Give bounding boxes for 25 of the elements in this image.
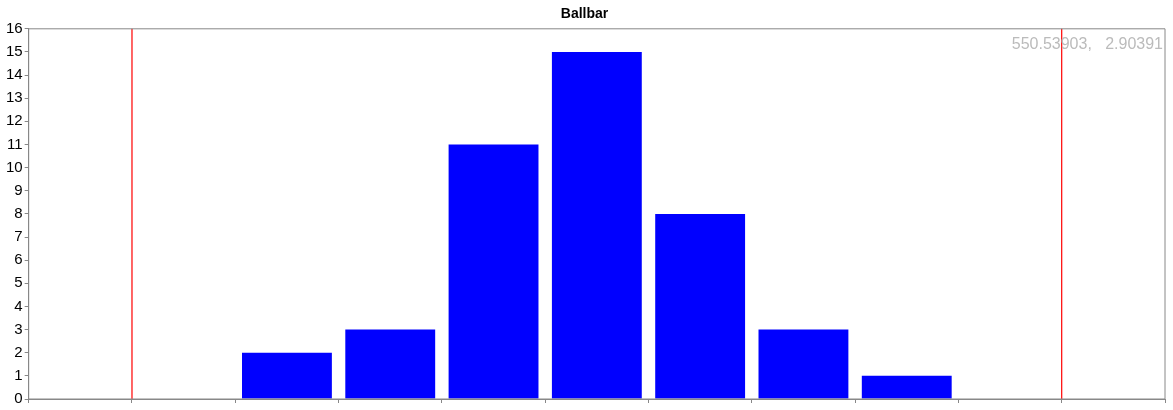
y-tick-label: 15 xyxy=(6,42,23,60)
y-tick-label: 11 xyxy=(7,134,23,152)
y-tick-label: 12 xyxy=(6,111,23,129)
bar xyxy=(242,352,332,399)
y-tick-label: 0 xyxy=(14,389,23,407)
y-tick-label: 14 xyxy=(6,65,23,83)
y-tick-label: 10 xyxy=(6,157,23,175)
y-tick-label: 6 xyxy=(14,250,23,268)
bar xyxy=(345,329,436,399)
bar xyxy=(655,213,746,399)
bar xyxy=(861,375,952,399)
chart-title: Ballbar xyxy=(560,5,609,22)
y-tick-label: 2 xyxy=(14,342,23,360)
y-tick-label: 1 xyxy=(14,366,23,383)
bar xyxy=(758,329,849,399)
y-tick-label: 13 xyxy=(6,88,23,106)
y-tick-label: 4 xyxy=(14,296,23,314)
y-tick-label: 16 xyxy=(6,18,23,36)
y-tick-label: 5 xyxy=(14,273,23,291)
bar xyxy=(448,144,539,399)
y-tick-label: 9 xyxy=(14,180,23,198)
y-tick-label: 7 xyxy=(14,227,23,245)
bar xyxy=(551,51,642,399)
y-tick-label: 3 xyxy=(14,319,23,337)
y-tick-label: 8 xyxy=(14,204,23,222)
